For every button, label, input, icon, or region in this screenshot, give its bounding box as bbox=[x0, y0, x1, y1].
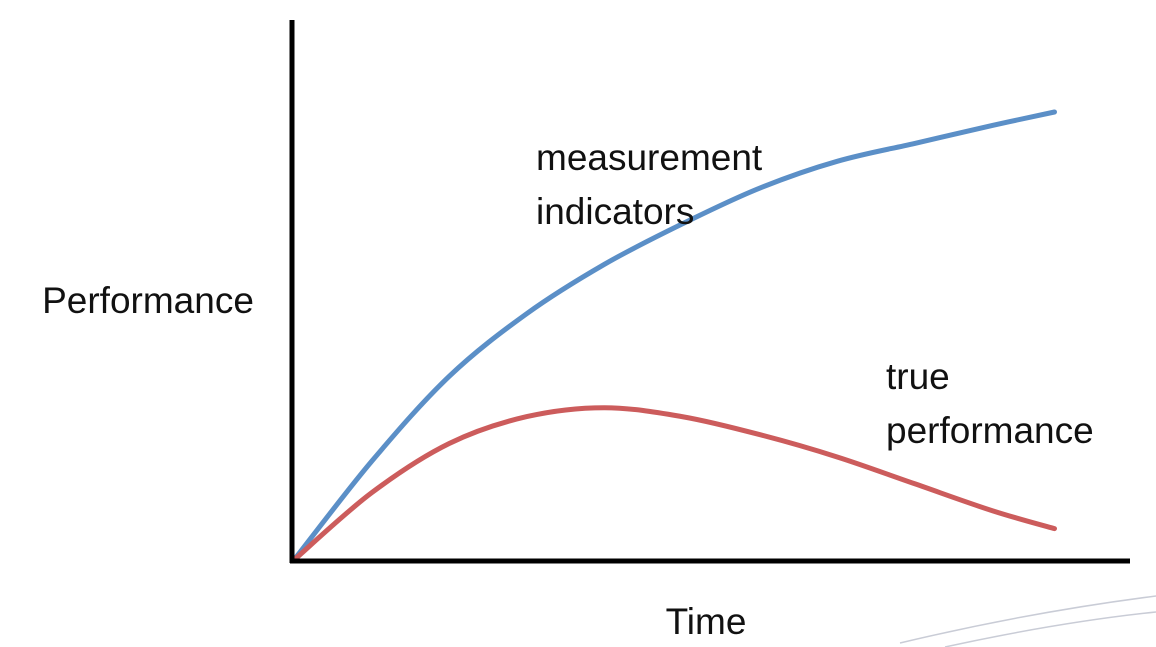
series-label-true-line-1: true bbox=[886, 356, 950, 397]
series-line-measurement-indicators bbox=[291, 109, 1057, 563]
decorative-swoosh bbox=[899, 595, 1156, 647]
x-axis-label: Time bbox=[666, 601, 747, 642]
series-label-measurement-line-2: indicators bbox=[536, 191, 694, 232]
series-line-true-performance bbox=[291, 405, 1057, 563]
series-label-measurement-line-1: measurement bbox=[536, 137, 763, 178]
series-label-true-line-2: performance bbox=[886, 410, 1094, 451]
y-axis-label: Performance bbox=[42, 280, 254, 321]
